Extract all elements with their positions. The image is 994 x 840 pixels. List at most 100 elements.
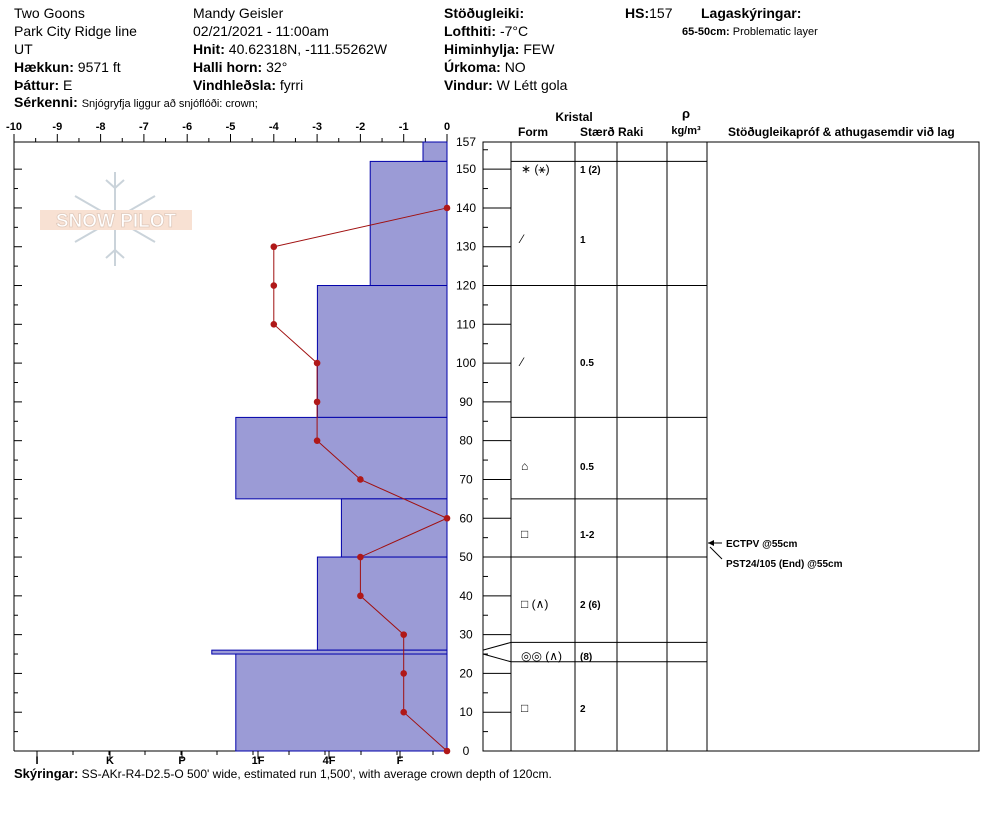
- temperature-point: [270, 243, 278, 251]
- air-temp: Lofthiti: -7°C: [444, 23, 529, 39]
- precipitation: Úrkoma: NO: [444, 59, 526, 75]
- layer-size: 0.5: [580, 462, 594, 473]
- snowpilot-logo: SNOW PILOT: [40, 172, 192, 266]
- layer-size: 1-2: [580, 530, 595, 541]
- header-col2: Mandy Geisler 02/21/2021 - 11:00am Hnit:…: [193, 4, 387, 94]
- temp-tick-label: -5: [226, 121, 236, 133]
- temp-tick-label: 0: [444, 121, 450, 133]
- elevation: Hækkun: 9571 ft: [14, 59, 121, 75]
- test-arrowhead: [708, 540, 714, 546]
- temp-tick-label: -10: [6, 121, 22, 133]
- features: Sérkenni: Snjógryfja liggur að snjóflóði…: [14, 94, 258, 110]
- layer-form: ◎◎ (∧): [521, 649, 562, 663]
- temperature-point: [313, 398, 321, 406]
- kristal-header: Kristal: [555, 110, 592, 124]
- depth-tick-label: 140: [456, 201, 476, 215]
- depth-tick-label: 157: [456, 135, 476, 149]
- observer-name: Mandy Geisler: [193, 5, 284, 21]
- depth-tick-label: 120: [456, 279, 476, 293]
- hardness-bar: [422, 141, 448, 162]
- table-frame: [482, 141, 980, 752]
- tests-header: Stöðugleikapróf & athugasemdir við lag: [728, 125, 955, 139]
- layer-form: □ (∧): [521, 597, 548, 611]
- hardness-tick-label: P: [178, 755, 185, 767]
- hardness-tick-label: 1F: [252, 755, 265, 767]
- test-pointer-2: [709, 546, 723, 560]
- temperature-point: [357, 476, 364, 483]
- layer-form: □: [521, 701, 528, 715]
- moisture-header: Raki: [618, 125, 643, 139]
- test-pst: PST24/105 (End) @55cm: [726, 559, 843, 570]
- footer-comments: Skýringar: SS-AKr-R4-D2.5-O 500' wide, e…: [14, 766, 552, 781]
- temp-tick-label: -7: [139, 121, 149, 133]
- layer-size: 1: [580, 235, 586, 246]
- depth-tick-label: 70: [459, 472, 473, 486]
- header-col3: Stöðugleiki: Lofthiti: -7°C Himinhylja: …: [444, 4, 567, 94]
- depth-tick-label: 10: [459, 705, 473, 719]
- stability: Stöðugleiki:: [444, 5, 525, 21]
- depth-tick-label: 110: [456, 317, 475, 331]
- thin-layer-link-top: [482, 641, 512, 651]
- svg-text:SNOW PILOT: SNOW PILOT: [56, 211, 177, 232]
- layer-size: (8): [580, 652, 592, 663]
- layer-form: □: [521, 527, 528, 541]
- temperature-point: [270, 282, 278, 289]
- hardness-tick-label: I: [35, 755, 38, 767]
- depth-tick-label: 100: [456, 356, 476, 370]
- layer-table: 0 10 20 30 40 50 60 70 80 90 100 110 120 130 140 150 157…: [456, 106, 980, 758]
- temperature-point: [400, 708, 408, 716]
- temp-tick-label: -4: [269, 121, 280, 133]
- temp-tick-label: -2: [356, 121, 366, 133]
- hardness-tick-label: F: [397, 755, 404, 767]
- test-ectpv: ECTPV @55cm: [726, 539, 798, 550]
- thin-layer-link-bottom: [482, 653, 512, 663]
- hardness-bar: [211, 649, 448, 655]
- layer-form: ⁄: [518, 355, 525, 369]
- temp-tick-label: -6: [182, 121, 192, 133]
- temperature-point: [400, 670, 408, 677]
- depth-tick-label: 60: [459, 511, 473, 525]
- winds: Vindur: W Létt gola: [444, 77, 568, 93]
- aspect: Þáttur: E: [14, 77, 73, 93]
- header-col1: Two Goons Park City Ridge line UT Hækkun…: [14, 4, 137, 94]
- density-unit: kg/m³: [671, 125, 701, 137]
- temp-tick-label: -9: [52, 121, 62, 133]
- hardness-bar: [340, 498, 448, 558]
- temperature-point: [313, 437, 321, 444]
- observer-team: Two Goons: [14, 5, 85, 21]
- form-header: Form: [518, 125, 548, 139]
- hardness-temperature-plot: -10 -9 -8 -7 -6 -5 -4 -3 -2 -1 0I K P 1F 4F F: [6, 121, 451, 767]
- depth-tick-label: 30: [459, 628, 473, 642]
- temperature-point: [443, 747, 451, 755]
- legend-entry: 65-50cm: Problematic layer: [682, 26, 818, 38]
- snow-height: HS:157: [625, 5, 673, 21]
- layer-size: 2: [580, 704, 586, 715]
- hardness-bar: [316, 285, 448, 418]
- temperature-point: [443, 514, 451, 522]
- layer-form: ⌂: [521, 459, 528, 473]
- sky-cover: Himinhylja: FEW: [444, 41, 555, 57]
- temperature-point: [357, 553, 364, 561]
- hardness-bar: [369, 160, 448, 287]
- hardness-bar: [235, 653, 448, 752]
- depth-tick-label: 90: [459, 395, 473, 409]
- layer-size: 2 (6): [580, 600, 601, 611]
- temperature-point: [443, 204, 451, 212]
- temp-tick-label: -3: [312, 121, 322, 133]
- hardness-bar: [235, 416, 448, 500]
- temperature-point: [357, 592, 364, 600]
- depth-tick-label: 150: [456, 162, 476, 176]
- hardness-tick-label: 4F: [323, 755, 336, 767]
- legend-title: Lagaskýringar:: [701, 5, 802, 21]
- temperature-point: [270, 321, 278, 328]
- temperature-point: [400, 631, 408, 638]
- layer-form: ∗ (⚹): [521, 162, 550, 176]
- depth-tick-label: 50: [459, 550, 473, 564]
- hardness-bar: [316, 556, 448, 651]
- size-header: Stærð: [580, 125, 615, 139]
- location-name: Park City Ridge line: [14, 23, 137, 39]
- depth-tick-label: 130: [456, 240, 476, 254]
- temperature-point: [313, 359, 321, 367]
- temp-tick-label: -8: [96, 121, 106, 133]
- density-symbol: ρ: [682, 106, 690, 121]
